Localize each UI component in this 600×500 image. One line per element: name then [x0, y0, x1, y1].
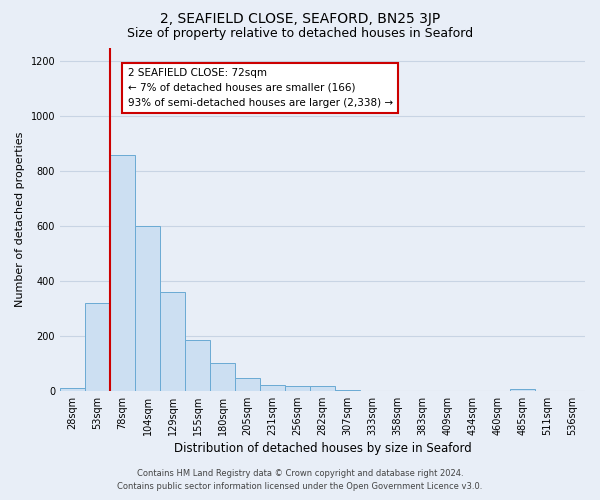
Bar — [185, 340, 210, 391]
Bar — [510, 390, 535, 391]
Bar — [210, 364, 235, 391]
Bar — [135, 226, 160, 391]
Bar — [260, 386, 285, 391]
Bar — [110, 154, 135, 391]
Bar — [335, 390, 360, 391]
Text: Size of property relative to detached houses in Seaford: Size of property relative to detached ho… — [127, 28, 473, 40]
X-axis label: Distribution of detached houses by size in Seaford: Distribution of detached houses by size … — [173, 442, 472, 455]
Bar — [60, 388, 85, 391]
Text: Contains HM Land Registry data © Crown copyright and database right 2024.
Contai: Contains HM Land Registry data © Crown c… — [118, 470, 482, 491]
Bar — [235, 378, 260, 391]
Bar — [310, 386, 335, 391]
Y-axis label: Number of detached properties: Number of detached properties — [15, 132, 25, 307]
Bar — [285, 386, 310, 391]
Bar — [160, 292, 185, 391]
Text: 2 SEAFIELD CLOSE: 72sqm
← 7% of detached houses are smaller (166)
93% of semi-de: 2 SEAFIELD CLOSE: 72sqm ← 7% of detached… — [128, 68, 392, 108]
Text: 2, SEAFIELD CLOSE, SEAFORD, BN25 3JP: 2, SEAFIELD CLOSE, SEAFORD, BN25 3JP — [160, 12, 440, 26]
Bar — [85, 303, 110, 391]
